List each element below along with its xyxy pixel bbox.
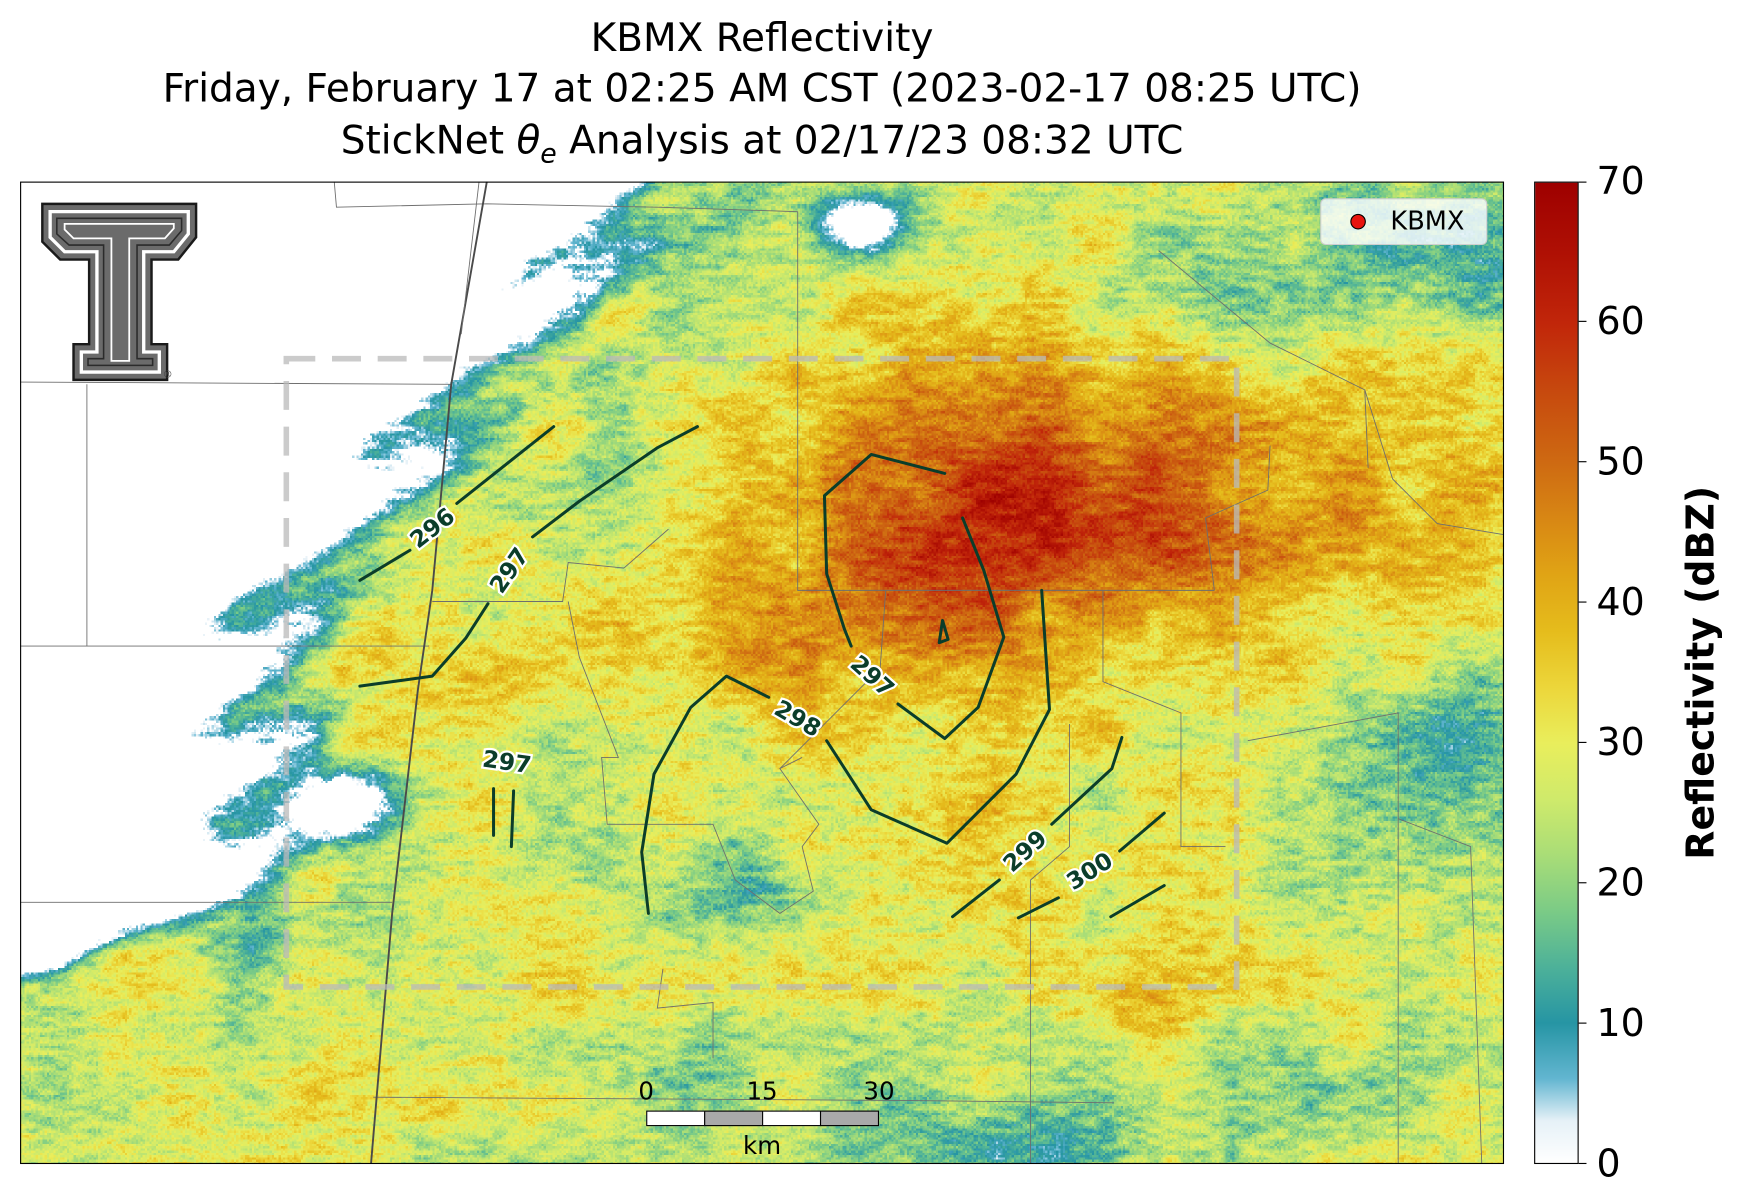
colorbar-tick-label: 30 <box>1596 720 1645 766</box>
county-boundary <box>1364 389 1505 536</box>
colorbar-tick-mark <box>1578 181 1587 183</box>
county-boundary <box>779 590 887 769</box>
analysis-suffix: Analysis at 02/17/23 08:32 UTC <box>556 119 1184 164</box>
colorbar-tick-label: 10 <box>1596 1001 1645 1046</box>
map-overlay: 296 297 297 297 298 299 300 <box>20 181 1505 1165</box>
colorbar-tick-label: 70 <box>1596 159 1645 204</box>
theta-e-contour-300 <box>1016 811 1166 920</box>
theta-e-contour-298 <box>640 588 1051 915</box>
texas-tech-double-t-icon <box>41 202 198 382</box>
theta-e-contour-east <box>1109 884 1166 919</box>
contour-label: 298 <box>770 694 826 743</box>
colorbar-tick-mark <box>1578 320 1587 322</box>
figure-title: KBMX Reflectivity <box>590 16 934 62</box>
analysis-domain-box <box>283 355 1240 990</box>
scale-bar-segment <box>646 1110 706 1127</box>
scale-bar-tick-label: 30 <box>863 1078 895 1107</box>
theta-subscript: e <box>540 138 557 170</box>
contour-label: 296 <box>404 502 460 554</box>
theta-e-contour-299 <box>951 735 1124 919</box>
theta-e-contour-297-center <box>822 452 1006 741</box>
county-boundaries <box>20 181 1505 1165</box>
county-boundary <box>1030 724 1070 1165</box>
county-boundary <box>656 969 714 1059</box>
county-boundary <box>1247 712 1399 1165</box>
colorbar-tick-label: 0 <box>1596 1141 1621 1187</box>
colorbar-tick-mark <box>1578 1022 1587 1024</box>
colorbar-tick-label: 20 <box>1596 861 1645 906</box>
county-boundary <box>1102 590 1226 848</box>
county-boundary <box>1204 445 1271 591</box>
county-boundary <box>567 601 820 914</box>
state-boundary <box>370 181 488 1165</box>
theta-e-contour-297-west <box>358 425 699 688</box>
theta-e-contour-297-south <box>492 787 516 849</box>
colorbar-tick-mark <box>1578 1162 1587 1165</box>
contour-label: 300 <box>1061 846 1117 896</box>
colorbar-tick-label: 50 <box>1596 439 1645 485</box>
legend-label: KBMX <box>1390 207 1465 237</box>
scale-bar-segment <box>704 1110 764 1127</box>
radar-site-marker-icon <box>1350 213 1366 230</box>
colorbar-tick-label: 40 <box>1596 580 1645 625</box>
county-boundary <box>797 211 1215 591</box>
scale-bar-tick-label: 0 <box>638 1078 654 1107</box>
colorbar-tick-mark <box>1578 461 1587 463</box>
reflectivity-colorbar <box>1534 181 1579 1165</box>
figure-time-subtitle: Friday, February 17 at 02:25 AM CST (202… <box>162 66 1362 112</box>
contour-label: 299 <box>997 824 1052 877</box>
colorbar-tick-mark <box>1578 741 1587 743</box>
county-boundary <box>1398 818 1483 1165</box>
county-boundary <box>373 1096 1115 1104</box>
scale-bar: 0 15 30 km <box>638 1079 894 1160</box>
colorbar-title: Reflectivity (dBZ) <box>1678 485 1724 860</box>
county-boundary <box>432 528 669 602</box>
scale-bar-segment <box>762 1110 822 1127</box>
scale-bar-unit: km <box>743 1132 782 1161</box>
colorbar-tick-mark <box>1578 601 1587 603</box>
colorbar-tick-label: 60 <box>1596 299 1645 345</box>
theta-e-contour-297-closed <box>937 618 950 645</box>
theta-e-contours: 296 297 297 297 298 299 300 <box>358 425 1166 920</box>
analysis-prefix: StickNet <box>340 119 517 164</box>
map-legend: KBMX <box>1320 198 1488 246</box>
county-boundary <box>1158 250 1369 468</box>
county-boundary <box>20 381 452 385</box>
figure-analysis-subtitle: StickNet θe Analysis at 02/17/23 08:32 U… <box>20 118 1504 167</box>
scale-bar-segment <box>819 1110 880 1127</box>
contour-label: 297 <box>484 542 535 598</box>
radar-reflectivity-field <box>20 181 1505 1165</box>
theta-symbol: θ <box>516 119 541 164</box>
map-panel: 296 297 297 297 298 299 300 ® KBMX <box>20 181 1505 1165</box>
county-boundary <box>333 181 798 213</box>
colorbar-tick-mark <box>1578 882 1587 884</box>
theta-e-contour-296 <box>358 425 556 582</box>
registered-mark: ® <box>162 369 173 381</box>
state-boundary-secondary <box>460 181 480 335</box>
contour-label: 297 <box>481 745 533 780</box>
scale-bar-tick-label: 15 <box>746 1078 778 1107</box>
